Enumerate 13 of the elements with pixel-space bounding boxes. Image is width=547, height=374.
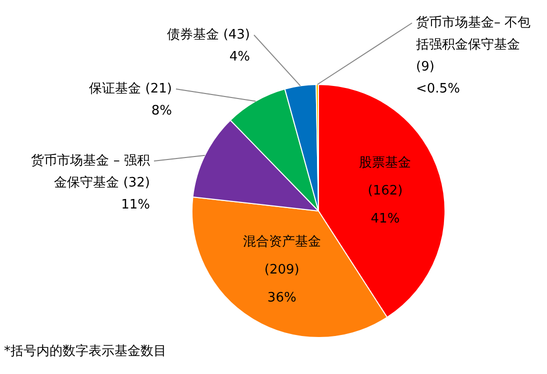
slice-label: 混合资产基金 (209) — [242, 234, 321, 278]
data-label: <0.5% — [416, 81, 460, 96]
data-label: 36% — [267, 290, 296, 306]
data-label: 4% — [229, 49, 250, 64]
slice-label: 债券基金 (43) — [167, 27, 250, 42]
slice-label: 股票基金 (162) — [359, 156, 412, 199]
data-label: 11% — [121, 197, 150, 212]
data-label: 8% — [151, 103, 172, 118]
slice-label: 货币市场基金– 不包括强积金保守基金 (9) — [416, 15, 531, 74]
slice-label: 货币市场基金 – 强积金保守基金 (32) — [31, 153, 150, 190]
text: *括号内的数字表示基金数目 — [4, 343, 166, 360]
data-label: 41% — [370, 212, 400, 227]
slice-label: 保证基金 (21) — [89, 81, 172, 96]
